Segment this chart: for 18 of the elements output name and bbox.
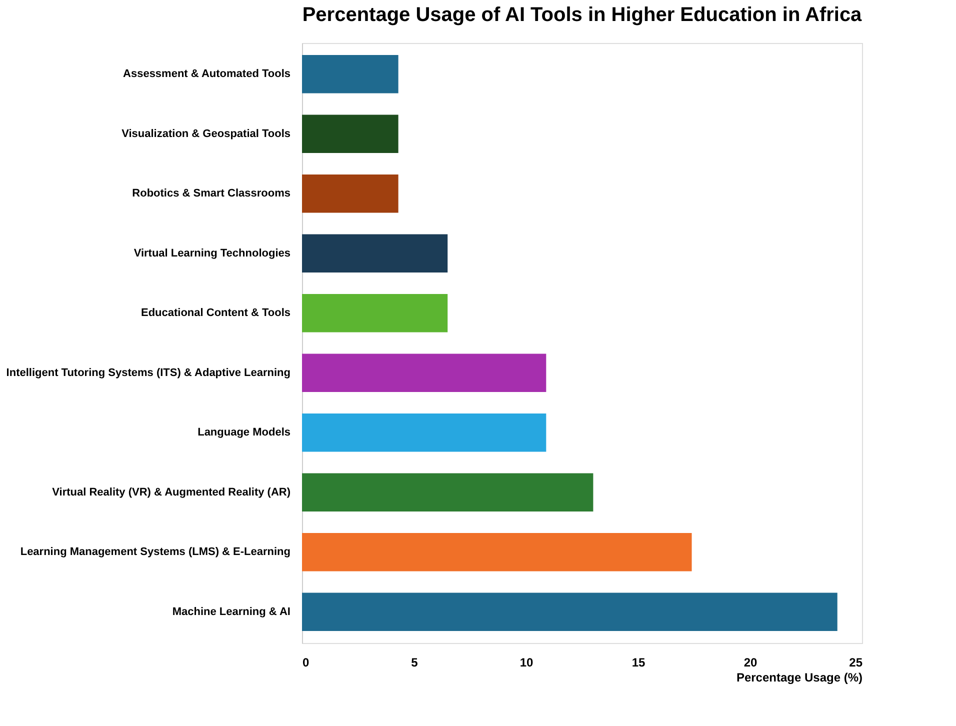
x-tick-label: 10 xyxy=(520,656,534,670)
y-tick-label: Virtual Reality (VR) & Augmented Reality (AR) xyxy=(52,486,291,498)
x-tick-label: 0 xyxy=(302,656,310,670)
x-tick-label: 5 xyxy=(411,656,418,670)
y-tick-label: Intelligent Tutoring Systems (ITS) & Adaptive Learning xyxy=(6,366,290,379)
y-tick-label: Visualization & Geospatial Tools xyxy=(122,128,290,140)
y-tick-label: Robotics & Smart Classrooms xyxy=(132,188,290,200)
chart-title: Percentage Usage of AI Tools in Higher Education in Africa xyxy=(302,4,863,26)
x-axis-title: Percentage Usage (%) xyxy=(736,670,863,684)
y-tick-label: Learning Management Systems (LMS) & E-Learning xyxy=(20,546,290,558)
y-tick-label: Educational Content & Tools xyxy=(140,307,290,320)
x-tick-label: 25 xyxy=(849,656,863,670)
y-tick-label: Virtual Learning Technologies xyxy=(134,247,290,260)
x-tick-label: 15 xyxy=(632,656,646,670)
y-tick-label: Machine Learning & AI xyxy=(172,606,290,618)
y-tick-label: Language Models xyxy=(198,426,290,439)
y-tick-label: Assessment & Automated Tools xyxy=(123,68,290,80)
x-tick-label: 20 xyxy=(744,656,758,670)
